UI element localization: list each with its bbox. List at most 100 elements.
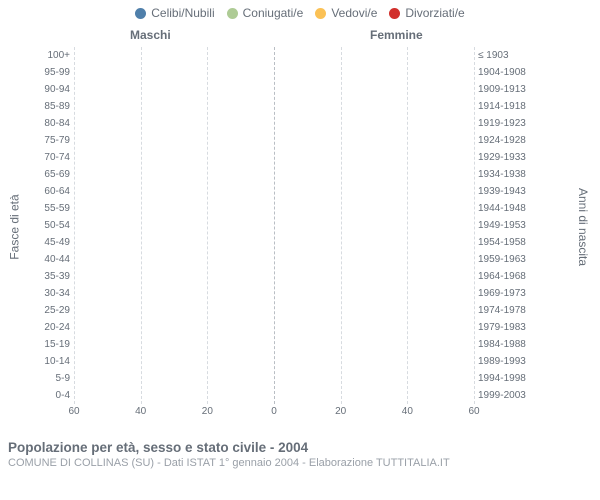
male-half (74, 234, 274, 251)
male-half (74, 132, 274, 149)
pyramid-row: 100+ ≤ 1903 (36, 47, 536, 64)
age-label: 100+ (36, 47, 74, 64)
female-half (274, 234, 474, 251)
birth-year-label: ≤ 1903 (474, 47, 536, 64)
pyramid-rows: 100+ ≤ 190395-991904-190890-94 1909-1913 85… (36, 47, 536, 404)
male-half (74, 183, 274, 200)
female-half (274, 183, 474, 200)
pyramid-row: 80-841919-1923 (36, 115, 536, 132)
female-half (274, 353, 474, 370)
bar-area (74, 319, 474, 336)
female-half (274, 370, 474, 387)
pyramid-row: 75-791924-1928 (36, 132, 536, 149)
birth-year-label: 1909-1913 (474, 81, 536, 98)
bar-area (74, 166, 474, 183)
birth-year-label: 1959-1963 (474, 251, 536, 268)
bar-area (74, 336, 474, 353)
female-half (274, 64, 474, 81)
x-tick: 40 (135, 406, 146, 417)
bar-area (74, 47, 474, 64)
age-label: 5-9 (36, 370, 74, 387)
x-tick: 60 (468, 406, 479, 417)
legend-label: Divorziati/e (405, 6, 464, 20)
pyramid-row: 60-641939-1943 (36, 183, 536, 200)
birth-year-label: 1964-1968 (474, 268, 536, 285)
bar-area (74, 200, 474, 217)
pyramid-row: 55-591944-1948 (36, 200, 536, 217)
age-label: 45-49 (36, 234, 74, 251)
age-label: 10-14 (36, 353, 74, 370)
age-label: 20-24 (36, 319, 74, 336)
pyramid-row: 30-341969-1973 (36, 285, 536, 302)
age-label: 80-84 (36, 115, 74, 132)
male-half (74, 302, 274, 319)
y-axis-title-left: Fasce di età (8, 194, 22, 259)
female-half (274, 302, 474, 319)
pyramid-row: 95-991904-1908 (36, 64, 536, 81)
female-half (274, 200, 474, 217)
female-half (274, 47, 474, 64)
male-half (74, 115, 274, 132)
age-label: 0-4 (36, 387, 74, 404)
pyramid-row: 0-41999-2003 (36, 387, 536, 404)
x-tick: 40 (402, 406, 413, 417)
age-label: 55-59 (36, 200, 74, 217)
chart-footer: Popolazione per età, sesso e stato civil… (0, 432, 600, 469)
male-half (74, 251, 274, 268)
legend: Celibi/NubiliConiugati/eVedovi/eDivorzia… (0, 0, 600, 22)
female-half (274, 81, 474, 98)
pyramid-row: 15-191984-1988 (36, 336, 536, 353)
legend-label: Vedovi/e (331, 6, 377, 20)
female-half (274, 217, 474, 234)
male-half (74, 47, 274, 64)
legend-swatch (135, 8, 146, 19)
bar-area (74, 370, 474, 387)
female-half (274, 132, 474, 149)
female-half (274, 285, 474, 302)
birth-year-label: 1984-1988 (474, 336, 536, 353)
birth-year-label: 1929-1933 (474, 149, 536, 166)
pyramid-row: 5-9 1994-1998 (36, 370, 536, 387)
male-half (74, 336, 274, 353)
birth-year-label: 1914-1918 (474, 98, 536, 115)
pyramid-row: 25-291974-1978 (36, 302, 536, 319)
male-half (74, 370, 274, 387)
male-half (74, 387, 274, 404)
male-half (74, 353, 274, 370)
legend-item: Vedovi/e (315, 6, 377, 20)
bar-area (74, 64, 474, 81)
legend-label: Coniugati/e (243, 6, 304, 20)
x-axis: 6040200204060 (74, 406, 474, 420)
bar-area (74, 81, 474, 98)
male-half (74, 285, 274, 302)
bar-area (74, 115, 474, 132)
male-label: Maschi (130, 28, 171, 42)
bar-area (74, 387, 474, 404)
bar-area (74, 285, 474, 302)
pyramid-row: 40-441959-1963 (36, 251, 536, 268)
female-half (274, 387, 474, 404)
male-half (74, 319, 274, 336)
male-half (74, 268, 274, 285)
x-tick: 20 (335, 406, 346, 417)
age-label: 95-99 (36, 64, 74, 81)
age-label: 35-39 (36, 268, 74, 285)
male-half (74, 166, 274, 183)
male-half (74, 200, 274, 217)
pyramid-row: 20-241979-1983 (36, 319, 536, 336)
age-label: 85-89 (36, 98, 74, 115)
age-label: 65-69 (36, 166, 74, 183)
pyramid-row: 10-141989-1993 (36, 353, 536, 370)
pyramid-row: 45-491954-1958 (36, 234, 536, 251)
bar-area (74, 132, 474, 149)
y-axis-title-right: Anni di nascita (576, 188, 590, 266)
male-half (74, 64, 274, 81)
age-label: 60-64 (36, 183, 74, 200)
legend-swatch (389, 8, 400, 19)
birth-year-label: 1994-1998 (474, 370, 536, 387)
female-half (274, 149, 474, 166)
age-label: 70-74 (36, 149, 74, 166)
female-half (274, 166, 474, 183)
bar-area (74, 149, 474, 166)
age-label: 90-94 (36, 81, 74, 98)
